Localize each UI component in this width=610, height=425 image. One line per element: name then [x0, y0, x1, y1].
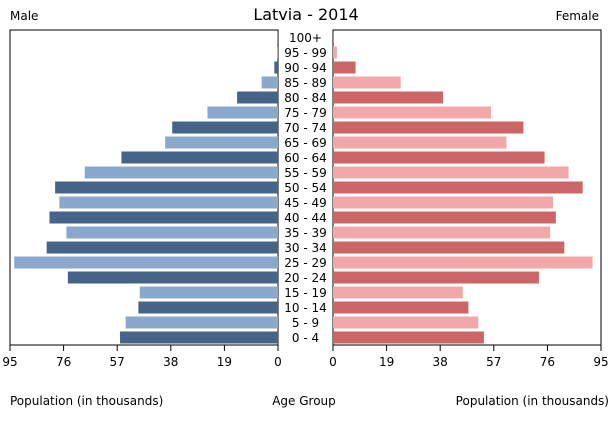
male-bar: [207, 106, 278, 119]
x-tick-label: 38: [163, 355, 178, 369]
male-bar: [67, 271, 279, 284]
age-group-label: 0 - 4: [292, 331, 319, 345]
male-bar: [277, 46, 278, 59]
x-tick-label: 38: [433, 355, 448, 369]
age-group-label: 50 - 54: [284, 181, 327, 195]
female-bars: [333, 31, 593, 344]
female-bar: [333, 31, 334, 44]
age-group-label: 20 - 24: [284, 271, 327, 285]
age-group-label: 25 - 29: [284, 256, 327, 270]
female-bar: [333, 121, 524, 134]
male-bar: [125, 316, 279, 329]
male-bar: [14, 256, 279, 269]
female-bar: [333, 76, 401, 89]
age-group-label: 90 - 94: [284, 61, 327, 75]
male-bar: [274, 61, 278, 74]
age-group-label: 75 - 79: [284, 106, 327, 120]
age-group-label: 45 - 49: [284, 196, 327, 210]
female-bar: [333, 211, 556, 224]
male-bar: [46, 241, 279, 254]
male-bar: [165, 136, 278, 149]
male-bar: [138, 301, 278, 314]
female-bar: [333, 226, 551, 239]
x-tick-label: 76: [540, 355, 555, 369]
female-bar: [333, 106, 491, 119]
x-tick-label: 57: [110, 355, 125, 369]
x-tick-label: 0: [329, 355, 337, 369]
age-group-axis-title: Age Group: [272, 394, 336, 408]
male-bar: [59, 196, 278, 209]
male-bars: [14, 31, 279, 344]
left-side-label: Male: [10, 9, 38, 23]
male-bar: [139, 286, 278, 299]
female-x-axis-title: Population (in thousands): [456, 394, 609, 408]
male-x-axis-title: Population (in thousands): [10, 394, 163, 408]
female-x-axis: 0 19 38 57 76 95: [329, 345, 609, 369]
age-group-label: 70 - 74: [284, 121, 327, 135]
age-group-label: 100+: [289, 31, 322, 45]
x-tick-label: 19: [379, 355, 394, 369]
age-group-label: 60 - 64: [284, 151, 327, 165]
female-bar: [333, 331, 484, 344]
female-bar: [333, 166, 569, 179]
x-tick-label: 76: [56, 355, 71, 369]
x-tick-label: 19: [217, 355, 232, 369]
female-bar: [333, 271, 539, 284]
male-x-axis: 95 76 57 38 19 0: [2, 345, 282, 369]
male-bar: [55, 181, 278, 194]
female-bar: [333, 196, 554, 209]
female-bar: [333, 286, 463, 299]
age-group-label: 55 - 59: [284, 166, 327, 180]
chart-title: Latvia - 2014: [253, 5, 358, 24]
age-group-label: 5 - 9: [292, 316, 319, 330]
age-group-label: 40 - 44: [284, 211, 327, 225]
age-group-label: 30 - 34: [284, 241, 327, 255]
female-bar: [333, 241, 565, 254]
x-tick-label: 0: [274, 355, 282, 369]
age-group-label: 95 - 99: [284, 46, 327, 60]
female-bar: [333, 256, 593, 269]
male-bar: [66, 226, 278, 239]
age-group-label: 35 - 39: [284, 226, 327, 240]
age-group-label: 65 - 69: [284, 136, 327, 150]
female-bar: [333, 46, 337, 59]
x-tick-label: 57: [486, 355, 501, 369]
female-bar: [333, 91, 444, 104]
age-group-label: 85 - 89: [284, 76, 327, 90]
age-group-label: 15 - 19: [284, 286, 327, 300]
male-bar: [120, 331, 278, 344]
right-side-label: Female: [556, 9, 599, 23]
female-bar: [333, 151, 545, 164]
female-bar: [333, 316, 479, 329]
age-group-label: 80 - 84: [284, 91, 327, 105]
female-bar: [333, 301, 469, 314]
x-tick-label: 95: [593, 355, 608, 369]
female-bar: [333, 136, 507, 149]
age-group-label: 10 - 14: [284, 301, 327, 315]
male-bar: [84, 166, 278, 179]
male-bar: [261, 76, 278, 89]
female-bar: [333, 181, 583, 194]
male-bar: [121, 151, 278, 164]
male-bar: [49, 211, 278, 224]
x-tick-label: 95: [2, 355, 17, 369]
male-bar: [172, 121, 278, 134]
male-bar: [237, 91, 278, 104]
female-bar: [333, 61, 356, 74]
